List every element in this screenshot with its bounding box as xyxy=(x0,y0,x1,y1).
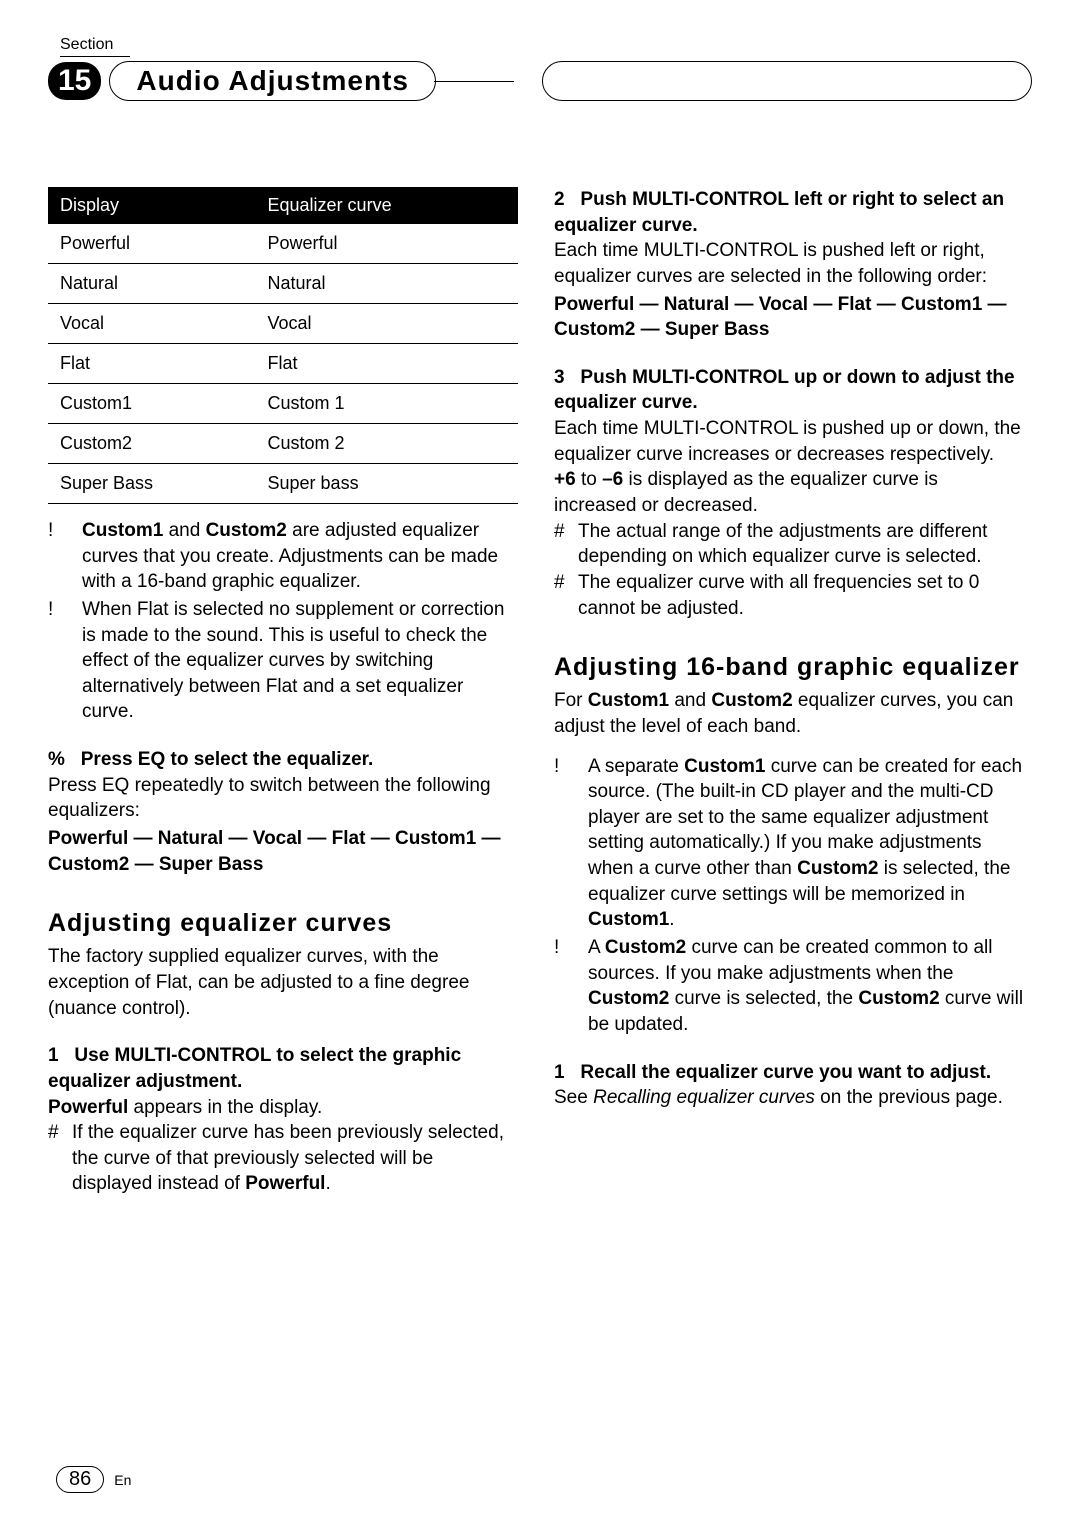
table-row: NaturalNatural xyxy=(48,264,518,304)
step-body: +6 to –6 is displayed as the equalizer c… xyxy=(554,467,1024,518)
right-column: 2 Push MULTI-CONTROL left or right to se… xyxy=(554,187,1024,1197)
note-text: The equalizer curve with all frequencies… xyxy=(578,570,1024,621)
section-number: 15 xyxy=(48,62,101,100)
step-head: Push MULTI-CONTROL up or down to adjust … xyxy=(554,367,1015,414)
table-cell: Natural xyxy=(256,264,518,304)
step-2: 2 Push MULTI-CONTROL left or right to se… xyxy=(554,187,1024,343)
bullet-text: Custom1 and Custom2 are adjusted equaliz… xyxy=(82,518,518,595)
table-cell: Custom 2 xyxy=(256,424,518,464)
table-cell: Vocal xyxy=(256,304,518,344)
table-cell: Flat xyxy=(48,344,256,384)
table-cell: Custom 1 xyxy=(256,384,518,424)
step-1: 1 Use MULTI-CONTROL to select the graphi… xyxy=(48,1043,518,1197)
list-item: ! Custom1 and Custom2 are adjusted equal… xyxy=(48,518,518,595)
step-body: Press EQ repeatedly to switch between th… xyxy=(48,773,518,824)
step-1-recall: 1 Recall the equalizer curve you want to… xyxy=(554,1060,1024,1111)
eq-sequence: Powerful — Natural — Vocal — Flat — Cust… xyxy=(48,826,518,877)
note-line: # If the equalizer curve has been previo… xyxy=(48,1120,518,1197)
step-body: Each time MULTI-CONTROL is pushed left o… xyxy=(554,238,1024,289)
bullet-marker: ! xyxy=(48,518,82,595)
table-row: PowerfulPowerful xyxy=(48,224,518,264)
note-line: # The equalizer curve with all frequenci… xyxy=(554,570,1024,621)
step-number: 1 xyxy=(48,1045,59,1066)
bullet-text: A separate Custom1 curve can be created … xyxy=(588,754,1024,933)
table-cell: Powerful xyxy=(256,224,518,264)
body-text: The factory supplied equalizer curves, w… xyxy=(48,944,518,1021)
note-marker: # xyxy=(554,519,578,570)
step-percent: % Press EQ to select the equalizer. Pres… xyxy=(48,747,518,877)
section-label: Section xyxy=(60,36,130,57)
subheading-16band: Adjusting 16-band graphic equalizer xyxy=(554,653,1024,682)
bullet-marker: ! xyxy=(48,597,82,725)
step-head: Press EQ to select the equalizer. xyxy=(81,749,374,770)
header-right-bubble xyxy=(542,61,1032,101)
step-marker: % xyxy=(48,749,65,770)
list-item: ! When Flat is selected no supplement or… xyxy=(48,597,518,725)
note-marker: # xyxy=(554,570,578,621)
step-number: 1 xyxy=(554,1062,565,1083)
step-body: Each time MULTI-CONTROL is pushed up or … xyxy=(554,416,1024,467)
table-cell: Custom1 xyxy=(48,384,256,424)
table-row: Custom1Custom 1 xyxy=(48,384,518,424)
table-row: Super BassSuper bass xyxy=(48,464,518,504)
table-cell: Flat xyxy=(256,344,518,384)
eq-sequence: Powerful — Natural — Vocal — Flat — Cust… xyxy=(554,292,1024,343)
body-text: For Custom1 and Custom2 equalizer curves… xyxy=(554,688,1024,739)
step-head: Push MULTI-CONTROL left or right to sele… xyxy=(554,189,1004,236)
table-cell: Super Bass xyxy=(48,464,256,504)
page-number: 86 xyxy=(56,1466,104,1493)
table-row: Custom2Custom 2 xyxy=(48,424,518,464)
right-bubble-tail xyxy=(474,81,514,82)
note-text: The actual range of the adjustments are … xyxy=(578,519,1024,570)
subheading-adjusting-curves: Adjusting equalizer curves xyxy=(48,909,518,938)
content-columns: Display Equalizer curve PowerfulPowerful… xyxy=(48,187,1032,1197)
step-body: See Recalling equalizer curves on the pr… xyxy=(554,1085,1024,1111)
equalizer-table: Display Equalizer curve PowerfulPowerful… xyxy=(48,187,518,504)
table-row: VocalVocal xyxy=(48,304,518,344)
list-item: ! A Custom2 curve can be created common … xyxy=(554,935,1024,1038)
step-head: Use MULTI-CONTROL to select the graphic … xyxy=(48,1045,461,1092)
table-header-curve: Equalizer curve xyxy=(256,187,518,224)
list-item: ! A separate Custom1 curve can be create… xyxy=(554,754,1024,933)
step-number: 2 xyxy=(554,189,565,210)
note-marker: # xyxy=(48,1120,72,1197)
header-row: 15 Audio Adjustments xyxy=(48,61,1032,101)
bullet-marker: ! xyxy=(554,935,588,1038)
page: Section 15 Audio Adjustments Display Equ… xyxy=(0,0,1080,1233)
table-cell: Super bass xyxy=(256,464,518,504)
bullet-list: ! Custom1 and Custom2 are adjusted equal… xyxy=(48,518,518,725)
note-text: If the equalizer curve has been previous… xyxy=(72,1120,518,1197)
step-body: Powerful appears in the display. xyxy=(48,1095,518,1121)
step-number: 3 xyxy=(554,367,565,388)
table-row: FlatFlat xyxy=(48,344,518,384)
left-column: Display Equalizer curve PowerfulPowerful… xyxy=(48,187,518,1197)
step-head: Recall the equalizer curve you want to a… xyxy=(580,1062,991,1083)
bullet-text: A Custom2 curve can be created common to… xyxy=(588,935,1024,1038)
title-tail xyxy=(434,81,474,82)
bullet-marker: ! xyxy=(554,754,588,933)
bullet-list: ! A separate Custom1 curve can be create… xyxy=(554,754,1024,1038)
bullet-text: When Flat is selected no supplement or c… xyxy=(82,597,518,725)
page-title: Audio Adjustments xyxy=(109,61,436,101)
table-cell: Powerful xyxy=(48,224,256,264)
table-header-display: Display xyxy=(48,187,256,224)
table-cell: Vocal xyxy=(48,304,256,344)
page-footer: 86 En xyxy=(56,1466,131,1493)
table-cell: Natural xyxy=(48,264,256,304)
step-3: 3 Push MULTI-CONTROL up or down to adjus… xyxy=(554,365,1024,621)
language-label: En xyxy=(114,1472,131,1488)
table-cell: Custom2 xyxy=(48,424,256,464)
note-line: # The actual range of the adjustments ar… xyxy=(554,519,1024,570)
